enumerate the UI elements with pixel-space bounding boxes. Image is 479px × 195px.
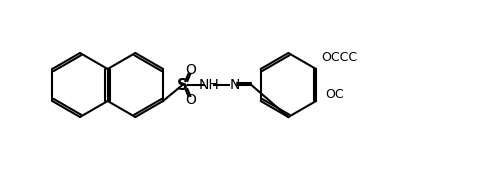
Text: OC: OC xyxy=(325,89,344,102)
Text: S: S xyxy=(177,77,188,92)
Text: N: N xyxy=(229,78,240,92)
Text: O: O xyxy=(185,63,196,77)
Text: O: O xyxy=(185,93,196,107)
Text: NH: NH xyxy=(199,78,220,92)
Text: OCCC: OCCC xyxy=(321,51,357,64)
